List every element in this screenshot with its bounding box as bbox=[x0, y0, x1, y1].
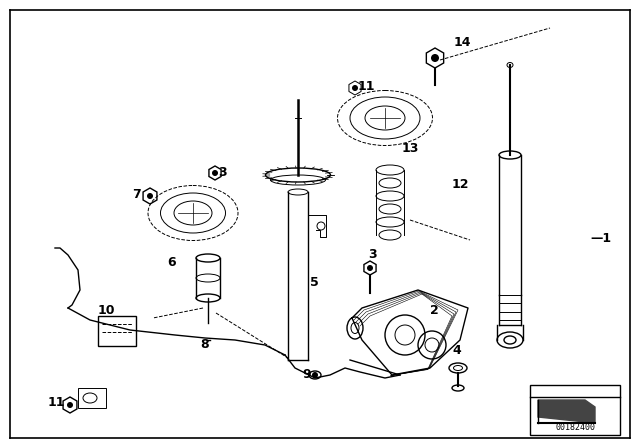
Circle shape bbox=[352, 85, 358, 91]
Text: 11: 11 bbox=[358, 79, 376, 92]
Text: 00182400: 00182400 bbox=[555, 422, 595, 431]
Circle shape bbox=[67, 402, 73, 408]
Circle shape bbox=[147, 193, 153, 199]
Text: 10: 10 bbox=[98, 303, 115, 316]
Text: 4: 4 bbox=[452, 344, 461, 357]
Text: 3: 3 bbox=[218, 167, 227, 180]
Text: 8: 8 bbox=[200, 337, 209, 350]
Text: 11: 11 bbox=[48, 396, 65, 409]
Text: 9: 9 bbox=[302, 369, 310, 382]
Text: 12: 12 bbox=[452, 178, 470, 191]
Circle shape bbox=[212, 170, 218, 176]
Text: 3: 3 bbox=[368, 249, 376, 262]
Text: —1: —1 bbox=[590, 232, 611, 245]
Text: 14: 14 bbox=[454, 35, 472, 48]
Text: 7: 7 bbox=[132, 188, 141, 201]
Circle shape bbox=[312, 372, 318, 378]
Text: 5: 5 bbox=[310, 276, 319, 289]
Polygon shape bbox=[538, 400, 595, 423]
Circle shape bbox=[431, 54, 439, 62]
Text: 6: 6 bbox=[167, 255, 175, 268]
Text: 2: 2 bbox=[430, 303, 439, 316]
Text: 13: 13 bbox=[402, 142, 419, 155]
Circle shape bbox=[367, 265, 373, 271]
